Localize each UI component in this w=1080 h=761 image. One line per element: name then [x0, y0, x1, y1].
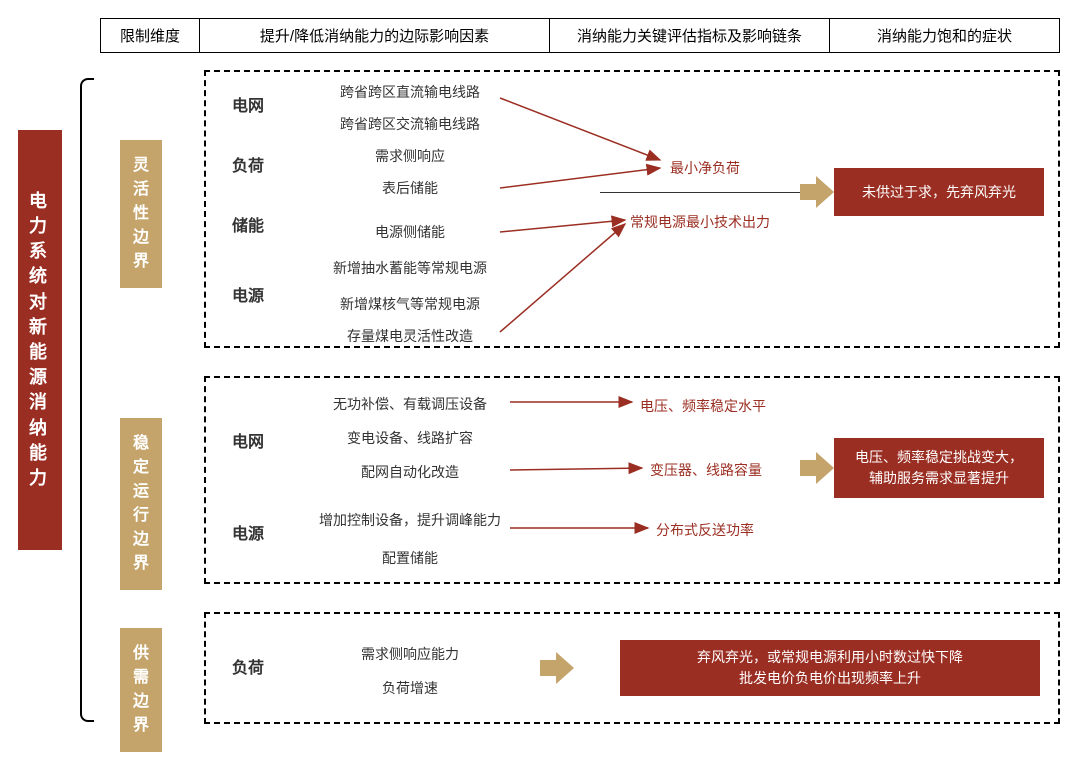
- factor-item: 增加控制设备，提升调峰能力: [300, 510, 520, 530]
- category-label: 电网: [232, 428, 264, 452]
- factor-item: 配网自动化改造: [300, 462, 520, 482]
- indicator-text: 电压、频率稳定水平: [640, 396, 766, 416]
- header-col2: 提升/降低消纳能力的边际影响因素: [200, 18, 550, 53]
- indicator-text: 常规电源最小技术出力: [630, 212, 770, 232]
- category-label: 负荷: [232, 152, 264, 176]
- indicator-text: 最小净负荷: [670, 158, 740, 178]
- factor-item: 配置储能: [300, 548, 520, 568]
- header-col3: 消纳能力关键评估指标及影响链条: [550, 18, 830, 53]
- result-box: 电压、频率稳定挑战变大，辅助服务需求显著提升: [834, 438, 1044, 498]
- header-col1: 限制维度: [100, 18, 200, 53]
- result-box: 弃风弃光，或常规电源利用小时数过快下降批发电价负电价出现频率上升: [620, 640, 1040, 696]
- factor-item: 存量煤电灵活性改造: [300, 326, 520, 346]
- header-col4: 消纳能力饱和的症状: [830, 18, 1060, 53]
- factor-item: 变电设备、线路扩容: [300, 428, 520, 448]
- main-title: 电力系统对新能源消纳能力: [18, 130, 62, 550]
- factor-item: 需求侧响应能力: [300, 644, 520, 664]
- big-arrow-icon: [800, 452, 834, 489]
- factor-item: 表后储能: [300, 178, 520, 198]
- factor-item: 跨省跨区交流输电线路: [300, 114, 520, 134]
- section-label-flex: 灵活性边界: [120, 140, 162, 288]
- factor-item: 新增抽水蓄能等常规电源: [300, 258, 520, 278]
- bracket: [80, 78, 94, 722]
- category-label: 负荷: [232, 654, 264, 678]
- indicator-text: 分布式反送功率: [656, 520, 754, 540]
- factor-item: 新增煤核气等常规电源: [300, 294, 520, 314]
- factor-item: 电源侧储能: [300, 222, 520, 242]
- category-label: 电网: [232, 92, 264, 116]
- section-label-supply: 供需边界: [120, 628, 162, 752]
- factor-item: 跨省跨区直流输电线路: [300, 82, 520, 102]
- big-arrow-icon: [800, 176, 834, 213]
- category-label: 储能: [232, 212, 264, 236]
- big-arrow-icon: [540, 652, 574, 689]
- header-row: 限制维度 提升/降低消纳能力的边际影响因素 消纳能力关键评估指标及影响链条 消纳…: [100, 18, 1060, 53]
- factor-item: 需求侧响应: [300, 146, 520, 166]
- category-label: 电源: [232, 282, 264, 306]
- indicator-text: 变压器、线路容量: [650, 460, 762, 480]
- category-label: 电源: [232, 520, 264, 544]
- factor-item: 无功补偿、有载调压设备: [300, 394, 520, 414]
- result-box: 未供过于求，先弃风弃光: [834, 168, 1044, 216]
- divider: [600, 192, 800, 193]
- factor-item: 负荷增速: [300, 678, 520, 698]
- section-label-stable: 稳定运行边界: [120, 418, 162, 590]
